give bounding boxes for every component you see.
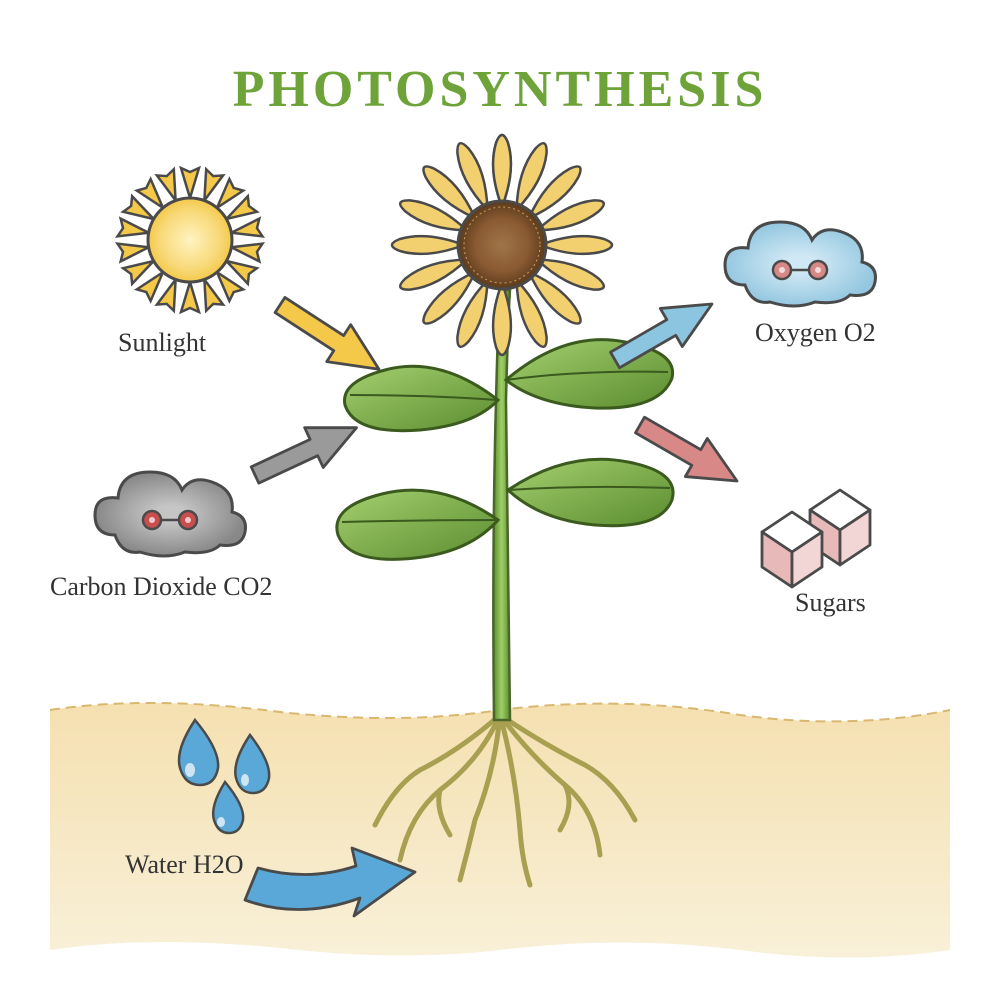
o2-cloud-icon (725, 222, 875, 306)
sunflower (392, 135, 612, 355)
co2-cloud-icon (95, 472, 245, 556)
oxygen-label: Oxygen O2 (755, 318, 876, 348)
sugars-label: Sugars (795, 588, 866, 618)
water-label: Water H2O (125, 850, 243, 880)
sugar-cubes-icon (762, 490, 870, 587)
sun-icon (118, 168, 263, 312)
co2-label: Carbon Dioxide CO2 (50, 572, 272, 602)
sunlight-label: Sunlight (118, 328, 206, 358)
